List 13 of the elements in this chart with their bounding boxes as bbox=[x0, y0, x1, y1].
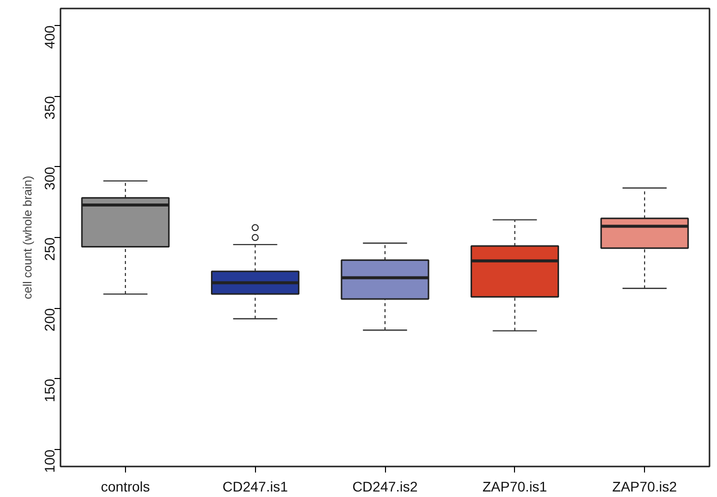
x-tick-label: controls bbox=[100, 478, 150, 494]
y-tick-label: 250 bbox=[42, 237, 58, 261]
y-tick-label: 100 bbox=[42, 449, 58, 473]
x-tick-label: CD247.is2 bbox=[352, 478, 418, 494]
x-tick-label: ZAP70.is1 bbox=[482, 478, 548, 494]
y-tick-label: 300 bbox=[42, 166, 58, 190]
y-tick-label: 150 bbox=[42, 378, 58, 402]
x-tick-label: ZAP70.is2 bbox=[612, 478, 678, 494]
y-tick-label: 350 bbox=[42, 96, 58, 120]
y-axis-title: cell count (whole brain) bbox=[20, 176, 34, 300]
y-tick-label: 400 bbox=[42, 25, 58, 49]
y-tick-label: 200 bbox=[42, 308, 58, 332]
x-tick-label: CD247.is1 bbox=[222, 478, 288, 494]
